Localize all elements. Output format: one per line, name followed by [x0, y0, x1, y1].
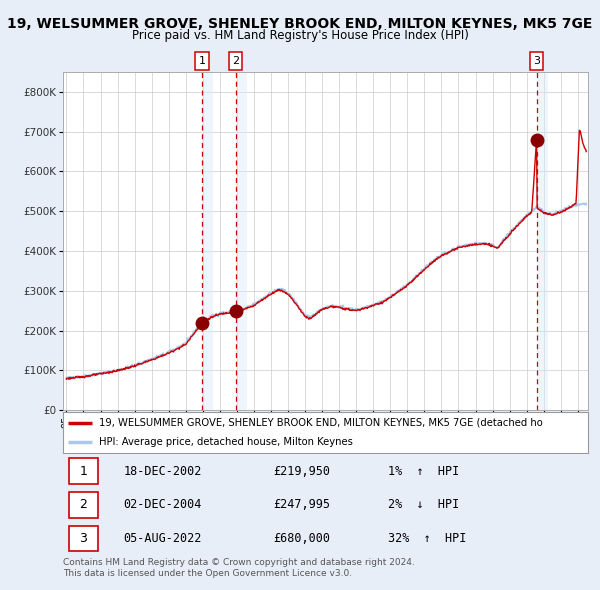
FancyBboxPatch shape — [70, 458, 98, 484]
Text: 1: 1 — [199, 56, 206, 65]
Text: 32%  ↑  HPI: 32% ↑ HPI — [389, 532, 467, 545]
Bar — [235, 72, 247, 410]
Text: £680,000: £680,000 — [273, 532, 330, 545]
Text: 2%  ↓  HPI: 2% ↓ HPI — [389, 498, 460, 512]
Text: 18-DEC-2002: 18-DEC-2002 — [124, 464, 202, 478]
Text: 19, WELSUMMER GROVE, SHENLEY BROOK END, MILTON KEYNES, MK5 7GE (detached ho: 19, WELSUMMER GROVE, SHENLEY BROOK END, … — [98, 418, 542, 428]
Text: 3: 3 — [533, 56, 540, 65]
Text: 05-AUG-2022: 05-AUG-2022 — [124, 532, 202, 545]
Text: £247,995: £247,995 — [273, 498, 330, 512]
Bar — [202, 72, 213, 410]
Text: Price paid vs. HM Land Registry's House Price Index (HPI): Price paid vs. HM Land Registry's House … — [131, 30, 469, 42]
Text: HPI: Average price, detached house, Milton Keynes: HPI: Average price, detached house, Milt… — [98, 437, 353, 447]
Text: 3: 3 — [80, 532, 88, 545]
Text: 02-DEC-2004: 02-DEC-2004 — [124, 498, 202, 512]
Text: 1: 1 — [80, 464, 88, 478]
Text: £219,950: £219,950 — [273, 464, 330, 478]
Text: 19, WELSUMMER GROVE, SHENLEY BROOK END, MILTON KEYNES, MK5 7GE: 19, WELSUMMER GROVE, SHENLEY BROOK END, … — [7, 17, 593, 31]
Text: 1%  ↑  HPI: 1% ↑ HPI — [389, 464, 460, 478]
Text: 2: 2 — [232, 56, 239, 65]
Bar — [536, 72, 548, 410]
FancyBboxPatch shape — [70, 492, 98, 517]
Text: 2: 2 — [80, 498, 88, 512]
Text: Contains HM Land Registry data © Crown copyright and database right 2024.
This d: Contains HM Land Registry data © Crown c… — [63, 558, 415, 578]
FancyBboxPatch shape — [70, 526, 98, 551]
